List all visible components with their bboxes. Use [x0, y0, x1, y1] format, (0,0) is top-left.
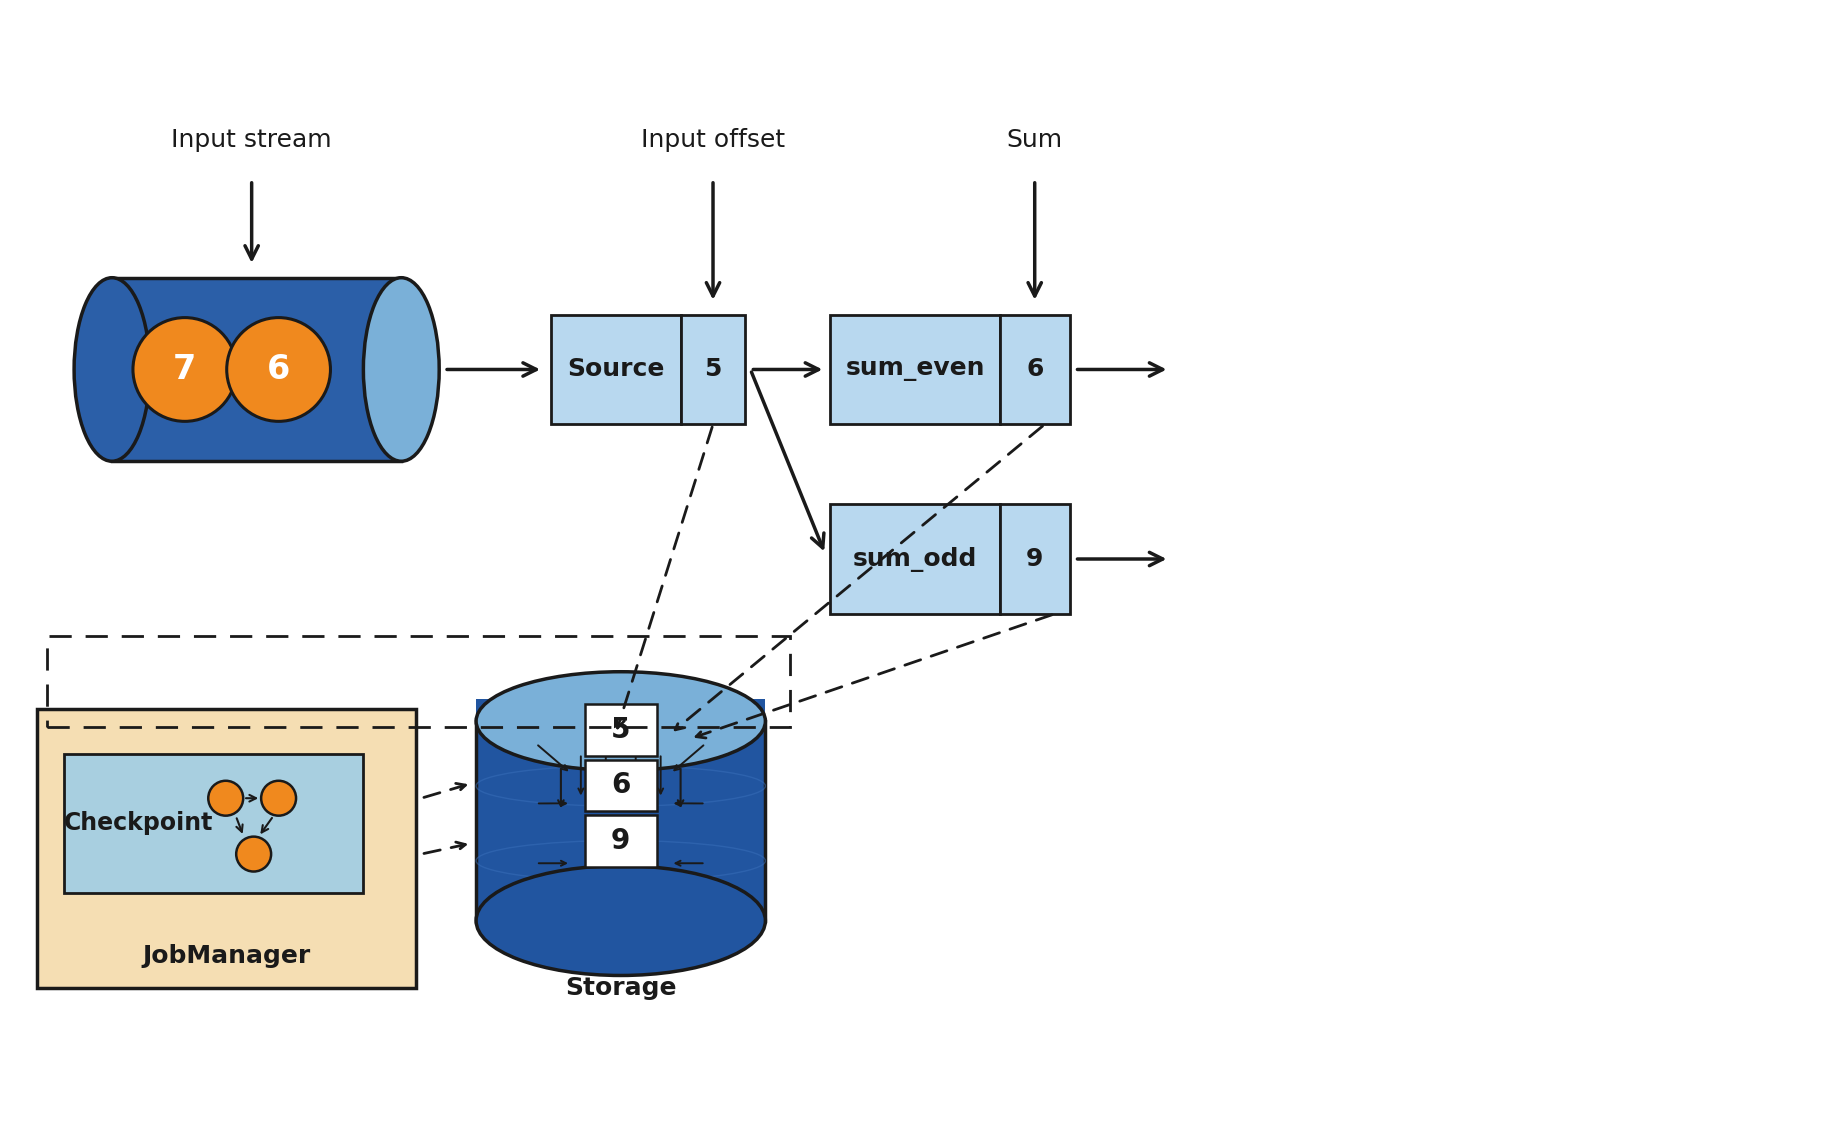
Bar	[584, 704, 656, 755]
Bar	[1000, 315, 1070, 425]
Bar	[680, 315, 746, 425]
Text: 9: 9	[612, 827, 630, 855]
Ellipse shape	[475, 865, 766, 976]
Ellipse shape	[74, 278, 149, 461]
Circle shape	[227, 318, 330, 422]
Text: sum_odd: sum_odd	[853, 546, 978, 571]
Circle shape	[208, 781, 243, 816]
Bar	[48, 636, 790, 726]
Text: 7: 7	[173, 353, 197, 386]
Ellipse shape	[475, 672, 766, 770]
Bar	[584, 815, 656, 868]
Text: Source: Source	[567, 357, 665, 381]
Text: 6: 6	[267, 353, 291, 386]
Text: Input offset: Input offset	[641, 128, 785, 152]
Bar	[112, 278, 402, 461]
Bar	[64, 753, 363, 894]
Bar	[1000, 505, 1070, 614]
Bar	[475, 699, 766, 921]
Bar	[831, 505, 1000, 614]
Circle shape	[262, 781, 297, 816]
Text: 5: 5	[612, 716, 630, 744]
Text: 6: 6	[612, 771, 630, 799]
Bar	[37, 708, 416, 988]
Text: 5: 5	[704, 357, 722, 381]
Text: 6: 6	[1026, 357, 1043, 381]
Text: Checkpoint: Checkpoint	[64, 812, 214, 835]
Text: sum_even: sum_even	[845, 357, 985, 381]
Bar	[551, 315, 680, 425]
Bar	[584, 760, 656, 812]
Ellipse shape	[363, 278, 438, 461]
Text: JobManager: JobManager	[142, 944, 311, 968]
Text: Storage: Storage	[565, 976, 676, 1000]
Circle shape	[133, 318, 236, 422]
Bar	[831, 315, 1000, 425]
Text: Sum: Sum	[1008, 128, 1063, 152]
Text: 9: 9	[1026, 547, 1043, 571]
Text: Input stream: Input stream	[171, 128, 332, 152]
Circle shape	[236, 836, 271, 871]
